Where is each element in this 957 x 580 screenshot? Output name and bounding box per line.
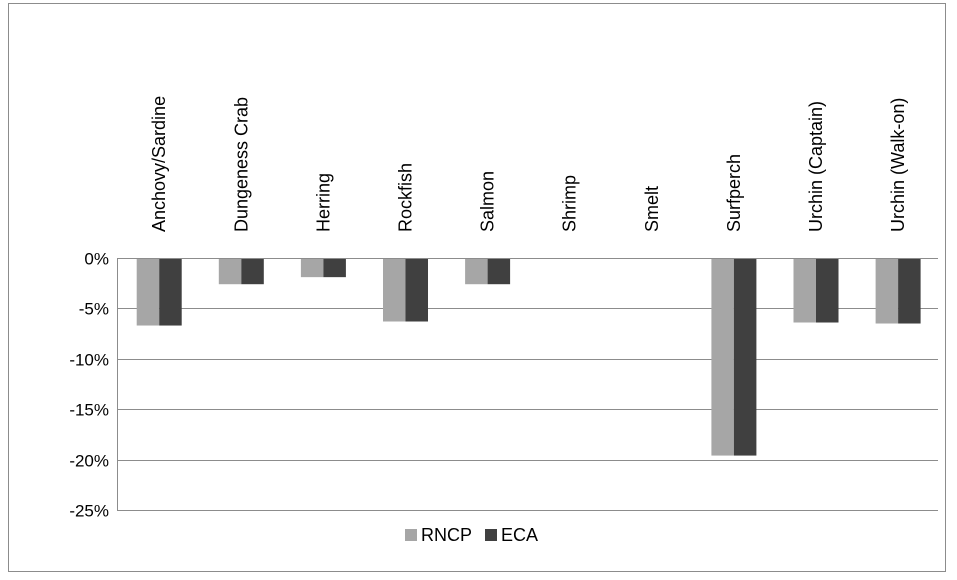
- bar-eca: [405, 258, 429, 322]
- category-labels: Anchovy/Sardine Dungeness Crab Herring Rock…: [149, 96, 908, 232]
- category-label: Surfperch: [724, 154, 744, 232]
- y-tick-label: -5%: [79, 300, 109, 319]
- category-label: Urchin (Walk-on): [888, 98, 908, 232]
- legend-swatch-rncp: [405, 529, 417, 541]
- category-label: Salmon: [478, 171, 498, 232]
- y-tick-labels: 0% -5% -10% -15% -20% -25%: [69, 250, 109, 521]
- y-tick-label: -20%: [69, 452, 109, 471]
- category-label: Urchin (Captain): [806, 101, 826, 232]
- bar-eca: [323, 258, 346, 278]
- bar-eca: [241, 258, 264, 285]
- legend-swatch-eca: [485, 529, 497, 541]
- bars: [136, 258, 921, 456]
- bar-rncp: [793, 258, 817, 323]
- bar-rncp: [711, 258, 734, 456]
- y-tick-label: -10%: [69, 351, 109, 370]
- bar-eca: [816, 258, 839, 323]
- bar-rncp: [383, 258, 406, 322]
- bar-eca: [733, 258, 757, 456]
- category-label: Shrimp: [560, 175, 580, 232]
- bar-eca: [898, 258, 921, 324]
- bar-eca: [487, 258, 511, 285]
- legend: RNCP ECA: [405, 525, 538, 545]
- category-label: Dungeness Crab: [231, 97, 251, 232]
- y-tick-label: 0%: [84, 250, 109, 269]
- category-label: Herring: [313, 173, 333, 232]
- category-label: Anchovy/Sardine: [149, 96, 169, 232]
- bar-rncp: [218, 258, 242, 285]
- legend-label: ECA: [501, 525, 538, 545]
- category-label: Rockfish: [396, 163, 416, 232]
- legend-label: RNCP: [421, 525, 472, 545]
- axes: [117, 258, 938, 510]
- bar-eca: [159, 258, 182, 326]
- y-tick-label: -25%: [69, 502, 109, 521]
- bar-rncp: [875, 258, 899, 324]
- bar-rncp: [136, 258, 160, 326]
- bar-rncp: [465, 258, 488, 285]
- category-label: Smelt: [642, 186, 662, 232]
- bar-rncp: [300, 258, 324, 278]
- y-tick-label: -15%: [69, 401, 109, 420]
